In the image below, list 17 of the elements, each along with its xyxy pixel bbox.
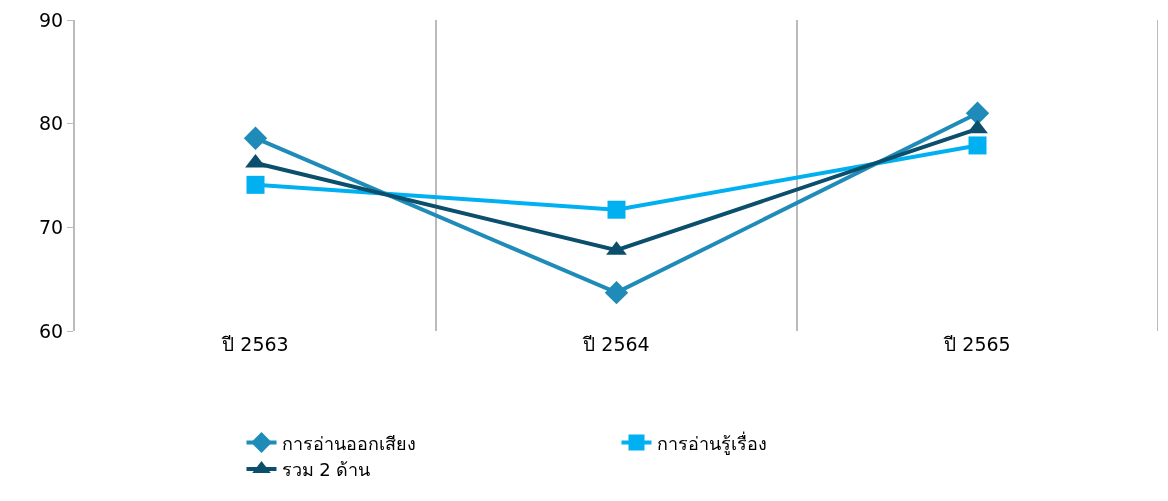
point xyxy=(607,200,626,219)
point xyxy=(967,119,988,134)
y-tick-label: 90 xyxy=(39,8,64,31)
y-tick-label: 60 xyxy=(39,319,64,342)
x-tick-label: ปี 2565 xyxy=(943,333,1011,355)
point xyxy=(243,126,268,150)
legend-label: รวม 2 ด้าน xyxy=(281,458,371,480)
legend-label: การอ่านรู้เรื่อง xyxy=(656,430,767,455)
legend-label: การอ่านออกเสียง xyxy=(281,432,416,454)
x-tick-label: ปี 2564 xyxy=(582,333,650,355)
x-tick-label: ปี 2563 xyxy=(221,333,289,355)
y-tick-label: 70 xyxy=(39,215,64,238)
point xyxy=(968,136,987,155)
point xyxy=(246,175,265,194)
point xyxy=(965,101,990,125)
point xyxy=(604,280,629,305)
y-tick-label: 80 xyxy=(39,112,64,135)
